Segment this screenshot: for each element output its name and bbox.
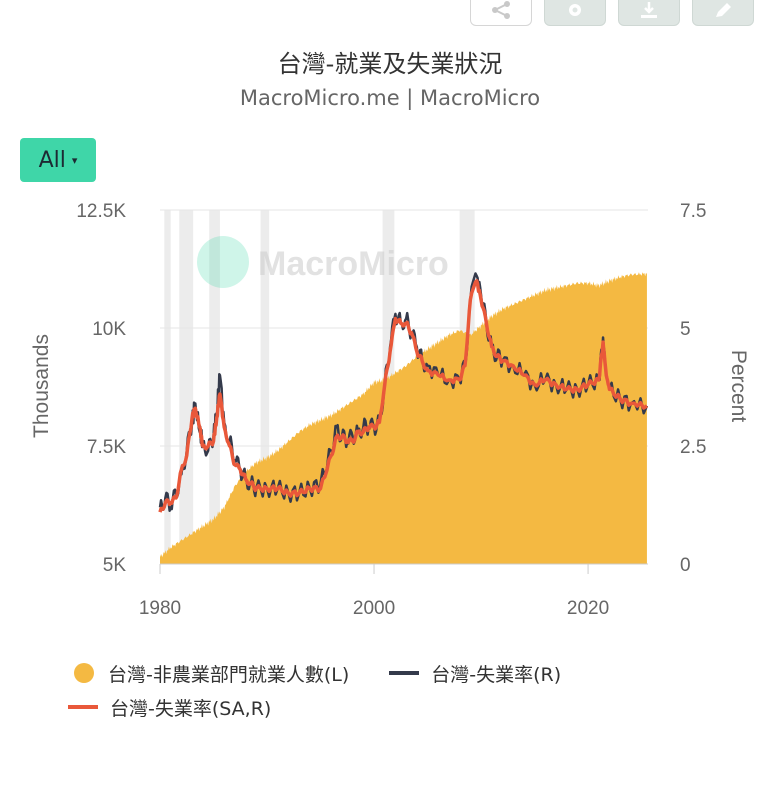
gear-icon (569, 4, 581, 16)
recession-band (260, 210, 270, 564)
legend-label-unemployment-sa: 台灣-失業率(SA,R) (110, 697, 272, 720)
recession-band (179, 210, 194, 564)
legend-swatch-unemployment-sa (68, 705, 98, 709)
chart-subtitle: MacroMicro.me | MacroMicro (239, 86, 541, 110)
right-axis-tick-label: 2.5 (680, 437, 706, 458)
left-axis-tick-label: 10K (92, 319, 126, 340)
employment-area (160, 272, 647, 564)
edit-icon (716, 3, 731, 17)
right-axis-tick-label: 0 (680, 555, 691, 576)
series-employment-area (160, 272, 647, 564)
share-button[interactable] (470, 0, 532, 26)
legend-item-unemployment[interactable]: 台灣-失業率(R) (389, 660, 561, 687)
left-axis-tick-label: 12.5K (76, 201, 126, 222)
right-axis-tick-label: 7.5 (680, 201, 706, 222)
legend-swatch-employment (74, 663, 94, 683)
x-axis-tick-label: 2020 (567, 598, 609, 619)
series-unemployment-sa-line (158, 279, 648, 513)
chart-legend: 台灣-非農業部門就業人數(L) 台灣-失業率(R) 台灣-失業率(SA,R) (68, 656, 768, 724)
legend-row: 台灣-非農業部門就業人數(L) 台灣-失業率(R) (68, 656, 768, 690)
x-axis-tick-label: 1980 (139, 598, 181, 619)
legend-label-employment: 台灣-非農業部門就業人數(L) (108, 663, 350, 686)
settings-button[interactable] (544, 0, 606, 26)
download-button[interactable] (618, 0, 680, 26)
left-axis-title: Thousands (30, 334, 53, 438)
legend-item-unemployment-sa[interactable]: 台灣-失業率(SA,R) (68, 694, 271, 721)
share-icon (492, 1, 510, 19)
edit-button[interactable] (692, 0, 754, 26)
legend-label-unemployment: 台灣-失業率(R) (431, 663, 562, 686)
watermark-text: MacroMicro (258, 245, 449, 283)
chart-toolbar (470, 0, 754, 26)
legend-item-employment[interactable]: 台灣-非農業部門就業人數(L) (68, 660, 349, 687)
watermark: MacroMicro (197, 236, 449, 288)
range-selector-button[interactable]: All ▾ (20, 138, 96, 182)
left-axis-tick-label: 5K (103, 555, 127, 576)
axes: 5K 7.5K 10K 12.5K 0 2.5 5 7.5 1980 2000 2020 Thousa… (30, 201, 750, 619)
legend-row: 台灣-失業率(SA,R) (68, 690, 768, 724)
watermark-logo-icon (197, 236, 249, 288)
chart-title: 台灣-就業及失業狀況 (277, 50, 503, 78)
chart-canvas: MacroMicro 5K 7.5K 10K 12.5K 0 2.5 5 7.5 1980 200… (30, 201, 750, 619)
x-axis-tick-label: 2000 (353, 598, 395, 619)
legend-swatch-unemployment (389, 671, 420, 675)
recession-band (164, 210, 171, 564)
caret-down-icon: ▾ (71, 153, 78, 167)
download-icon (641, 2, 657, 18)
range-selector-label: All (38, 147, 66, 173)
unemployment-lines (158, 272, 649, 513)
recession-band (209, 210, 220, 564)
right-axis-tick-label: 5 (680, 319, 691, 340)
right-axis-title: Percent (727, 350, 750, 423)
left-axis-tick-label: 7.5K (87, 437, 126, 458)
